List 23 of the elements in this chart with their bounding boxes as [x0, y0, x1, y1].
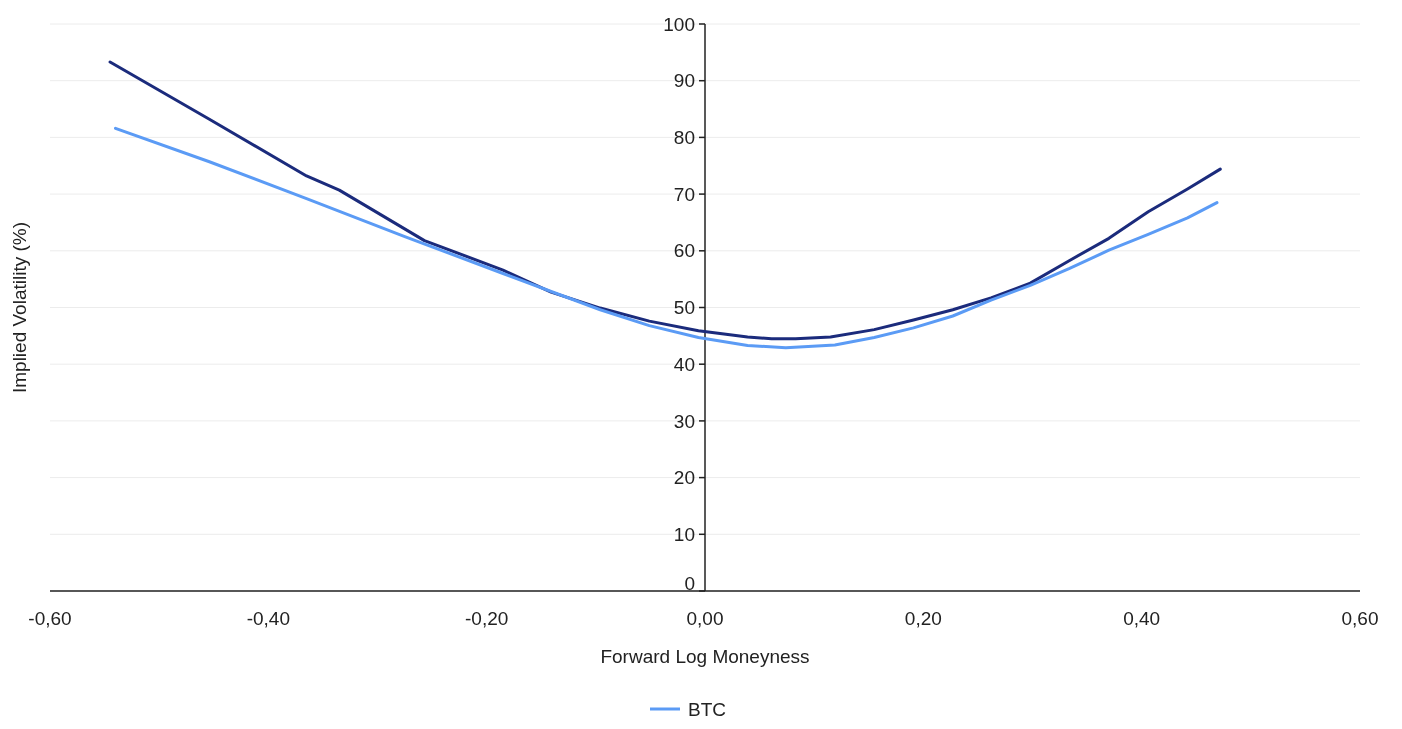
x-tick-label: -0,20 [465, 608, 509, 629]
y-tick-label: 80 [673, 127, 695, 149]
line-series [108, 60, 1222, 341]
x-tick-label: -0,40 [246, 608, 290, 629]
y-tick-label: 30 [673, 410, 695, 432]
y-tick-label: 50 [673, 297, 695, 319]
y-tick-label: 90 [673, 70, 695, 92]
y-tick-label: 0 [684, 572, 695, 594]
y-axis-title: Implied Volatility (%) [9, 221, 30, 394]
y-tick-label: 10 [673, 523, 695, 545]
y-tick-label: 20 [673, 467, 695, 489]
y-tick-label: 40 [673, 353, 695, 375]
x-tick-label: 0,40 [1123, 608, 1161, 629]
x-tick-label: 0,60 [1341, 608, 1379, 629]
legend-label: BTC [688, 698, 726, 720]
x-tick-label: 0,20 [904, 608, 942, 629]
y-tick-label: 70 [673, 183, 695, 205]
x-axis-title: Forward Log Moneyness [600, 646, 810, 667]
y-tick-label: 60 [673, 240, 695, 262]
x-tick-label: -0,60 [28, 608, 72, 629]
y-tick-label: 100 [663, 13, 695, 35]
x-tick-label: 0,00 [686, 608, 724, 629]
line-series [114, 126, 1219, 350]
